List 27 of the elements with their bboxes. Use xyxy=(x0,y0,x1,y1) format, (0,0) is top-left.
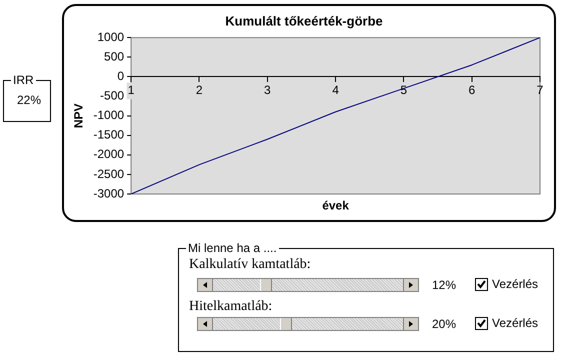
y-tick-label: 0 xyxy=(117,69,124,84)
y-axis-title: NPV xyxy=(72,103,86,128)
x-tick-label: 1 xyxy=(128,83,135,98)
y-tick-label: -1000 xyxy=(93,108,124,122)
x-tick-label: 7 xyxy=(536,83,544,98)
text: 22% xyxy=(17,93,42,107)
x-axis-title: évek xyxy=(322,198,350,212)
text: 12% xyxy=(432,278,456,292)
text: IRR xyxy=(11,73,36,87)
y-tick-label: -1500 xyxy=(93,128,124,142)
x-tick-label: 3 xyxy=(264,83,272,98)
text: Mi lenne ha a .... xyxy=(186,241,279,255)
x-tick-label: 2 xyxy=(196,83,203,98)
text: Hitelkamatláb: xyxy=(189,299,272,315)
text: Vezérlés xyxy=(492,277,538,291)
x-tick-label: 6 xyxy=(468,83,476,98)
y-tick-label: 1000 xyxy=(97,30,124,44)
y-tick-label: -2500 xyxy=(93,166,124,181)
text: 20% xyxy=(432,317,456,331)
x-tick-label: 4 xyxy=(332,83,340,98)
text: Kalkulatív kamtatláb: xyxy=(189,257,311,273)
chart-title: Kumulált tőkeérték-görbe xyxy=(225,13,383,28)
text: Vezérlés xyxy=(492,316,538,330)
y-tick-label: 500 xyxy=(104,49,124,64)
y-tick-label: -500 xyxy=(100,88,124,103)
y-tick-label: -3000 xyxy=(93,186,124,200)
y-tick-label: -2000 xyxy=(93,147,124,162)
